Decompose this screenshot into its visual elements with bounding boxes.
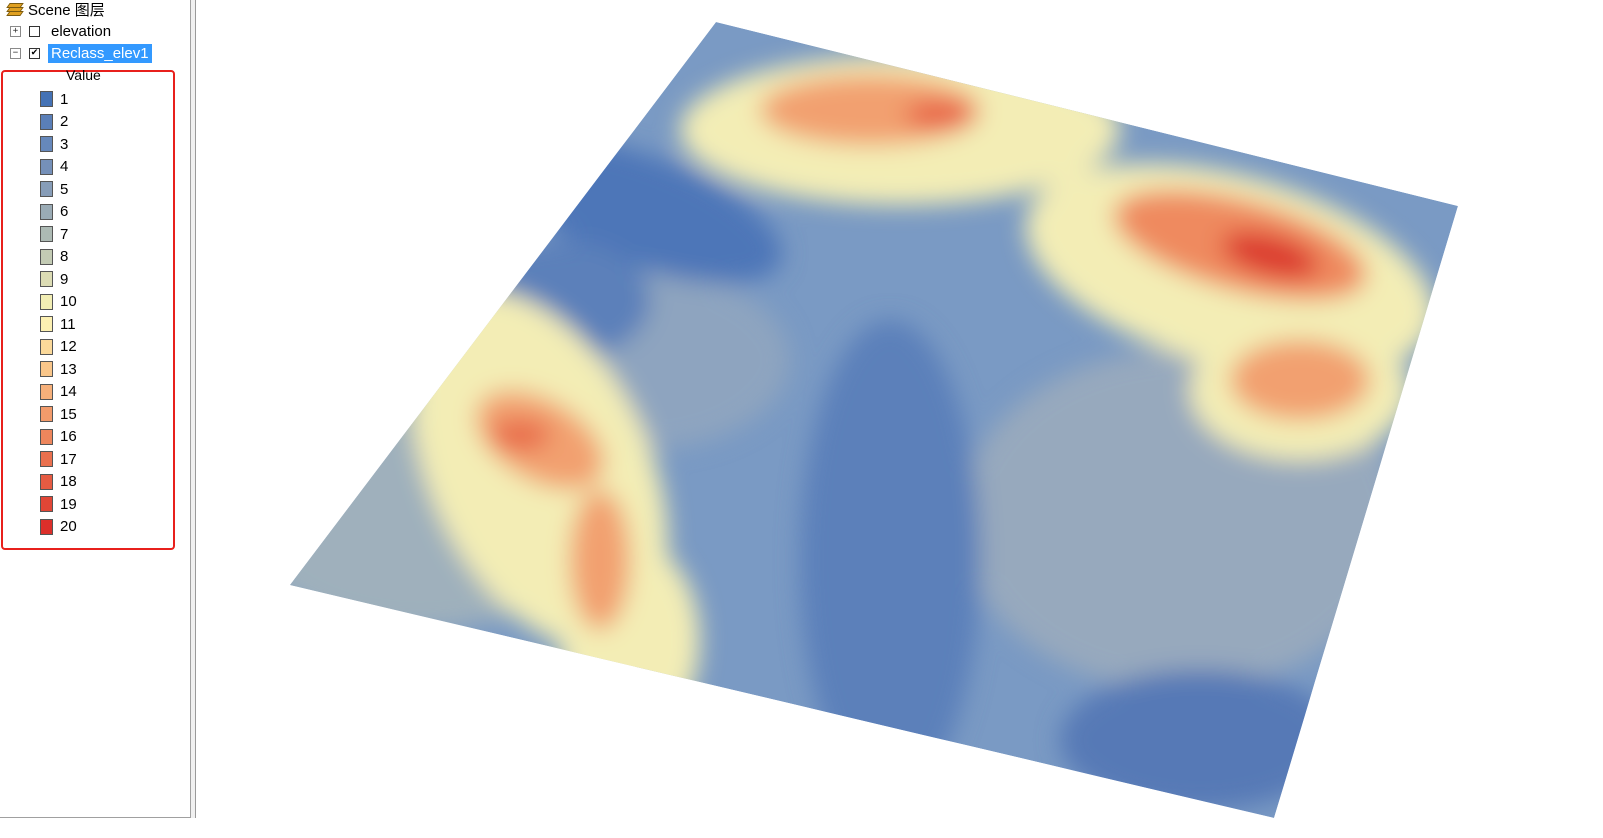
legend-swatch[interactable] xyxy=(40,271,53,288)
expand-icon[interactable]: + xyxy=(10,25,21,37)
legend-list: 1 2 3 4 5 6 7 8 9 10 11 12 13 14 15 16 17 18 19 20 xyxy=(40,88,77,538)
layer-row-elevation[interactable]: + elevation xyxy=(10,21,114,41)
legend-label: 6 xyxy=(60,203,69,221)
toc-footer xyxy=(0,818,196,838)
legend-swatch[interactable] xyxy=(40,406,53,423)
table-of-contents: Scene 图层 + elevation − ✔ Reclass_elev1 V… xyxy=(0,0,191,818)
legend-label: 11 xyxy=(60,315,76,333)
legend-label: 1 xyxy=(60,90,69,108)
legend-swatch[interactable] xyxy=(40,316,53,333)
layer-name[interactable]: Reclass_elev1 xyxy=(48,43,152,63)
layer-name[interactable]: elevation xyxy=(51,22,112,40)
legend-label: 16 xyxy=(60,428,77,446)
legend-label: 20 xyxy=(60,518,77,536)
scene-layers-root[interactable]: Scene 图层 xyxy=(6,0,105,19)
legend-label: 13 xyxy=(60,360,77,378)
legend-item: 16 xyxy=(40,426,77,449)
legend-swatch[interactable] xyxy=(40,136,53,153)
legend-swatch[interactable] xyxy=(40,203,53,220)
legend-item: 7 xyxy=(40,223,77,246)
legend-item: 20 xyxy=(40,516,77,539)
legend-swatch[interactable] xyxy=(40,226,53,243)
legend-item: 17 xyxy=(40,448,77,471)
scene-view[interactable] xyxy=(196,0,1603,838)
legend-label: 14 xyxy=(60,383,77,401)
legend-item: 10 xyxy=(40,291,77,314)
legend-swatch[interactable] xyxy=(40,428,53,445)
legend-label: 9 xyxy=(60,270,69,288)
legend-item: 18 xyxy=(40,471,77,494)
legend-swatch[interactable] xyxy=(40,361,53,378)
legend-label: 5 xyxy=(60,180,69,198)
legend-swatch[interactable] xyxy=(40,338,53,355)
legend-swatch[interactable] xyxy=(40,293,53,310)
legend-item: 4 xyxy=(40,156,77,179)
legend-swatch[interactable] xyxy=(40,496,53,513)
layer-row-reclass-elev1[interactable]: − ✔ Reclass_elev1 xyxy=(10,43,152,63)
legend-item: 5 xyxy=(40,178,77,201)
legend-label: 10 xyxy=(60,293,77,311)
highlight-box xyxy=(1,70,175,550)
legend-label: 12 xyxy=(60,338,77,356)
legend-item: 13 xyxy=(40,358,77,381)
legend-label: 4 xyxy=(60,158,69,176)
layer-visibility-checkbox[interactable] xyxy=(29,25,40,37)
legend-swatch[interactable] xyxy=(40,473,53,490)
legend-label: 8 xyxy=(60,248,69,266)
panel-splitter[interactable] xyxy=(191,0,196,838)
legend-swatch[interactable] xyxy=(40,91,53,108)
legend-item: 11 xyxy=(40,313,77,336)
legend-swatch[interactable] xyxy=(40,451,53,468)
legend-swatch[interactable] xyxy=(40,248,53,265)
legend-label: 3 xyxy=(60,135,69,153)
legend-swatch[interactable] xyxy=(40,181,53,198)
legend-label: 19 xyxy=(60,495,77,513)
legend-swatch[interactable] xyxy=(40,158,53,175)
legend-item: 6 xyxy=(40,201,77,224)
legend-swatch[interactable] xyxy=(40,383,53,400)
legend-label: 17 xyxy=(60,450,77,468)
legend-swatch[interactable] xyxy=(40,113,53,130)
legend-item: 15 xyxy=(40,403,77,426)
legend-label: 15 xyxy=(60,405,77,423)
legend-label: 7 xyxy=(60,225,69,243)
legend-item: 19 xyxy=(40,493,77,516)
legend-item: 2 xyxy=(40,111,77,134)
legend-label: 18 xyxy=(60,473,77,491)
legend-swatch[interactable] xyxy=(40,518,53,535)
legend-item: 9 xyxy=(40,268,77,291)
scene-layers-label: Scene 图层 xyxy=(28,1,105,19)
legend-header: Value xyxy=(66,67,101,83)
legend-item: 14 xyxy=(40,381,77,404)
layers-icon xyxy=(6,2,24,16)
legend-item: 8 xyxy=(40,246,77,269)
legend-item: 1 xyxy=(40,88,77,111)
legend-item: 3 xyxy=(40,133,77,156)
layer-visibility-checkbox[interactable]: ✔ xyxy=(29,47,40,59)
collapse-icon[interactable]: − xyxy=(10,47,21,59)
legend-label: 2 xyxy=(60,113,69,131)
terrain-surface xyxy=(290,22,1458,818)
legend-item: 12 xyxy=(40,336,77,359)
